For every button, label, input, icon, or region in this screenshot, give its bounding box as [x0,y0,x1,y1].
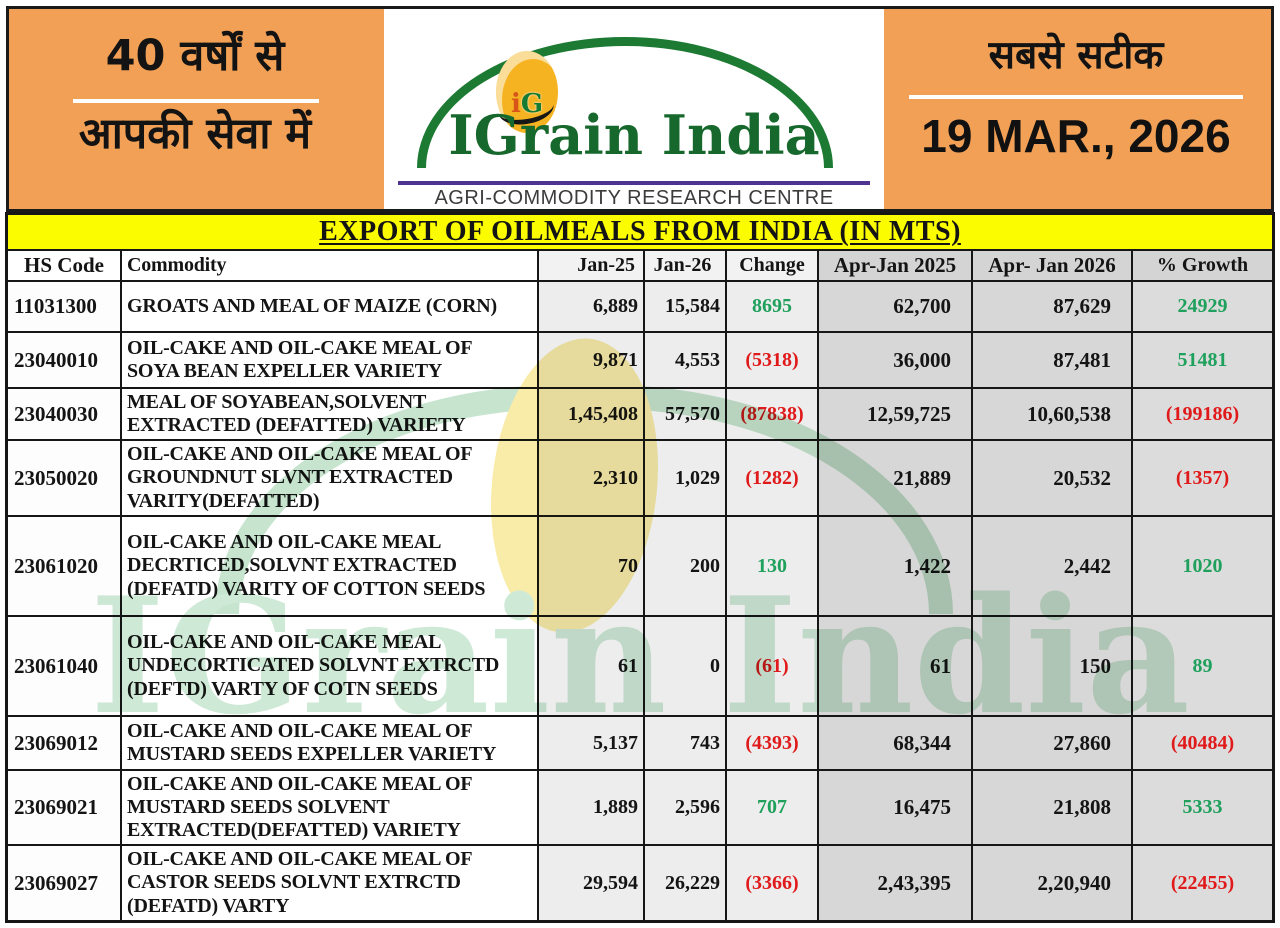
change-cell: 8695 [727,282,817,331]
jan-25-cell: 5,137 [539,717,643,769]
apr-jan-2025-cell: 61 [819,617,971,715]
table-title: EXPORT OF OILMEALS FROM INDIA (IN MTS) [8,215,1272,249]
jan-26-cell: 4,553 [645,333,725,387]
jan-25-cell: 1,889 [539,771,643,844]
top-banner: 40 वर्षों से आपकी सेवा में iG IGrain Ind… [6,6,1274,212]
jan-25-cell: 1,45,408 [539,389,643,439]
growth-cell: (22455) [1133,846,1272,920]
brand-name: IGrain India [448,103,820,167]
jan-25-cell: 61 [539,617,643,715]
commodity-cell: GROATS AND MEAL OF MAIZE (CORN) [122,282,537,331]
col-header-commodity: Commodity [122,251,537,280]
jan-26-cell: 15,584 [645,282,725,331]
change-cell: 707 [727,771,817,844]
growth-cell: (1357) [1133,441,1272,515]
oilmeals-export-table: EXPORT OF OILMEALS FROM INDIA (IN MTS) H… [5,212,1275,923]
tagline-divider [73,99,319,103]
growth-cell: (40484) [1133,717,1272,769]
change-cell: (87838) [727,389,817,439]
hs-code-cell: 11031300 [8,282,120,331]
jan-25-cell: 9,871 [539,333,643,387]
change-cell: (61) [727,617,817,715]
hs-code-cell: 23061040 [8,617,120,715]
apr-jan-2025-cell: 2,43,395 [819,846,971,920]
commodity-cell: OIL-CAKE AND OIL-CAKE MEAL UNDECORTICATE… [122,617,537,715]
logo-monogram: iG [496,91,558,117]
growth-cell: 1020 [1133,517,1272,615]
apr-jan-2026-cell: 2,20,940 [973,846,1131,920]
hs-code-cell: 23050020 [8,441,120,515]
change-cell: (1282) [727,441,817,515]
growth-cell: 51481 [1133,333,1272,387]
growth-cell: 24929 [1133,282,1272,331]
col-header-growth: % Growth [1133,251,1272,280]
logo-panel: iG IGrain India AGRI-COMMODITY RESEARCH … [384,9,884,209]
change-cell: (3366) [727,846,817,920]
hs-code-cell: 23069027 [8,846,120,920]
apr-jan-2026-cell: 20,532 [973,441,1131,515]
hs-code-cell: 23069012 [8,717,120,769]
hs-code-cell: 23040010 [8,333,120,387]
accuracy-tagline: सबसे सटीक [988,33,1164,78]
jan-26-cell: 2,596 [645,771,725,844]
commodity-cell: OIL-CAKE AND OIL-CAKE MEAL OF CASTOR SEE… [122,846,537,920]
growth-cell: (199186) [1133,389,1272,439]
commodity-cell: OIL-CAKE AND OIL-CAKE MEAL OF SOYA BEAN … [122,333,537,387]
col-header-hs-code: HS Code [8,251,120,280]
purple-rule [398,181,870,185]
apr-jan-2025-cell: 21,889 [819,441,971,515]
monogram-i: i [510,89,521,119]
monogram-g: G [520,89,544,119]
apr-jan-2026-cell: 150 [973,617,1131,715]
apr-jan-2026-cell: 87,629 [973,282,1131,331]
apr-jan-2025-cell: 68,344 [819,717,971,769]
commodity-cell: OIL-CAKE AND OIL-CAKE MEAL OF MUSTARD SE… [122,771,537,844]
date-divider [909,95,1243,99]
jan-26-cell: 26,229 [645,846,725,920]
apr-jan-2026-cell: 10,60,538 [973,389,1131,439]
apr-jan-2025-cell: 1,422 [819,517,971,615]
report-date: 19 MAR., 2026 [921,110,1231,162]
jan-25-cell: 2,310 [539,441,643,515]
date-box: सबसे सटीक 19 MAR., 2026 [881,9,1271,209]
jan-25-cell: 29,594 [539,846,643,920]
hs-code-cell: 23040030 [8,389,120,439]
apr-jan-2026-cell: 2,442 [973,517,1131,615]
col-header-jan-25: Jan-25 [539,251,643,280]
growth-cell: 89 [1133,617,1272,715]
jan-26-cell: 743 [645,717,725,769]
commodity-cell: OIL-CAKE AND OIL-CAKE MEAL OF MUSTARD SE… [122,717,537,769]
col-header-apr-jan-2025: Apr-Jan 2025 [819,251,971,280]
apr-jan-2025-cell: 12,59,725 [819,389,971,439]
apr-jan-2026-cell: 27,860 [973,717,1131,769]
col-header-jan-26: Jan-26 [645,251,725,280]
commodity-cell: MEAL OF SOYABEAN,SOLVENT EXTRACTED (DEFA… [122,389,537,439]
jan-26-cell: 57,570 [645,389,725,439]
jan-26-cell: 1,029 [645,441,725,515]
hs-code-cell: 23061020 [8,517,120,615]
commodity-cell: OIL-CAKE AND OIL-CAKE MEAL DECRTICED,SOL… [122,517,537,615]
apr-jan-2026-cell: 21,808 [973,771,1131,844]
apr-jan-2025-cell: 36,000 [819,333,971,387]
col-header-change: Change [727,251,817,280]
growth-cell: 5333 [1133,771,1272,844]
change-cell: (4393) [727,717,817,769]
change-cell: 130 [727,517,817,615]
col-header-apr-jan-2026: Apr- Jan 2026 [973,251,1131,280]
logo-seed-icon: iG [495,51,558,133]
jan-26-cell: 0 [645,617,725,715]
brand-subtitle: AGRI-COMMODITY RESEARCH CENTRE [434,187,834,209]
jan-25-cell: 6,889 [539,282,643,331]
change-cell: (5318) [727,333,817,387]
tagline-box: 40 वर्षों से आपकी सेवा में [9,9,381,209]
apr-jan-2025-cell: 16,475 [819,771,971,844]
apr-jan-2026-cell: 87,481 [973,333,1131,387]
commodity-cell: OIL-CAKE AND OIL-CAKE MEAL OF GROUNDNUT … [122,441,537,515]
jan-26-cell: 200 [645,517,725,615]
apr-jan-2025-cell: 62,700 [819,282,971,331]
tagline-line2: आपकी सेवा में [78,109,312,159]
hs-code-cell: 23069021 [8,771,120,844]
jan-25-cell: 70 [539,517,643,615]
tagline-line1: 40 वर्षों से [105,31,285,81]
